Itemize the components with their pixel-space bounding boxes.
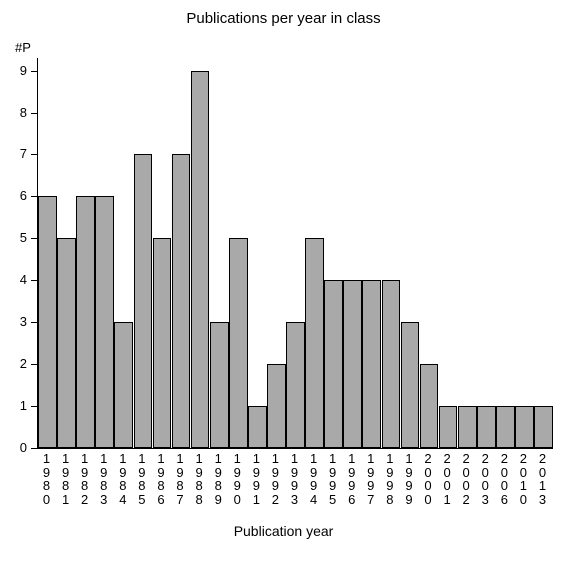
y-tick-label: 1 — [9, 398, 27, 413]
x-tick-label: 2010 — [515, 452, 531, 507]
bar — [38, 196, 57, 448]
bar — [534, 406, 553, 448]
y-tick — [31, 71, 37, 72]
x-tick-label: 2006 — [496, 452, 512, 507]
bar — [439, 406, 458, 448]
bar — [114, 322, 133, 448]
x-tick-label: 1992 — [267, 452, 283, 507]
x-tick-label: 2003 — [477, 452, 493, 507]
bar — [515, 406, 534, 448]
x-axis-title: Publication year — [0, 523, 567, 539]
y-tick-label: 7 — [9, 146, 27, 161]
y-tick — [31, 322, 37, 323]
x-tick-label: 2013 — [534, 452, 550, 507]
bar — [134, 154, 153, 448]
y-tick — [31, 406, 37, 407]
x-tick-label: 1994 — [306, 452, 322, 507]
bar — [401, 322, 420, 448]
bar — [210, 322, 229, 448]
bar — [286, 322, 305, 448]
bar — [343, 280, 362, 448]
x-tick-label: 1985 — [134, 452, 150, 507]
x-tick-label: 2001 — [439, 452, 455, 507]
x-tick-label: 1995 — [325, 452, 341, 507]
bar — [95, 196, 114, 448]
bar — [458, 406, 477, 448]
bar — [76, 196, 95, 448]
y-tick-label: 6 — [9, 188, 27, 203]
x-tick-label: 1984 — [115, 452, 131, 507]
x-tick-label: 1988 — [191, 452, 207, 507]
bar — [420, 364, 439, 448]
x-tick-label: 1996 — [344, 452, 360, 507]
bar — [362, 280, 381, 448]
bar — [267, 364, 286, 448]
x-tick-label: 1998 — [382, 452, 398, 507]
x-tick-label: 1987 — [172, 452, 188, 507]
x-tick-label: 1997 — [363, 452, 379, 507]
y-tick — [31, 280, 37, 281]
x-tick-label: 1993 — [287, 452, 303, 507]
y-tick-label: 8 — [9, 105, 27, 120]
bar — [191, 71, 210, 448]
x-tick-label: 1991 — [248, 452, 264, 507]
y-unit-label: #P — [15, 40, 31, 55]
bar — [229, 238, 248, 448]
x-tick-label: 1980 — [39, 452, 55, 507]
y-tick — [31, 238, 37, 239]
bar — [496, 406, 515, 448]
bar — [305, 238, 324, 448]
y-tick-label: 9 — [9, 63, 27, 78]
y-tick — [31, 154, 37, 155]
x-tick-label: 1982 — [77, 452, 93, 507]
y-tick — [31, 196, 37, 197]
publications-bar-chart: Publications per year in class #P Public… — [0, 0, 567, 567]
bar — [477, 406, 496, 448]
y-tick — [31, 113, 37, 114]
plot-area — [37, 58, 553, 449]
y-tick-label: 4 — [9, 272, 27, 287]
x-tick-label: 1989 — [210, 452, 226, 507]
bar — [57, 238, 76, 448]
y-tick-label: 2 — [9, 356, 27, 371]
bar — [153, 238, 172, 448]
x-tick-label: 2002 — [458, 452, 474, 507]
bar — [248, 406, 267, 448]
x-tick-label: 1981 — [58, 452, 74, 507]
x-tick-label: 1986 — [153, 452, 169, 507]
y-tick-label: 3 — [9, 314, 27, 329]
x-tick-label: 1983 — [96, 452, 112, 507]
x-tick-label: 1990 — [229, 452, 245, 507]
y-tick — [31, 364, 37, 365]
x-tick-label: 2000 — [420, 452, 436, 507]
y-tick-label: 5 — [9, 230, 27, 245]
x-tick-label: 1999 — [401, 452, 417, 507]
bar — [382, 280, 401, 448]
y-tick — [31, 448, 37, 449]
y-tick-label: 0 — [9, 440, 27, 455]
bar — [324, 280, 343, 448]
chart-title: Publications per year in class — [0, 10, 567, 27]
bar — [172, 154, 191, 448]
